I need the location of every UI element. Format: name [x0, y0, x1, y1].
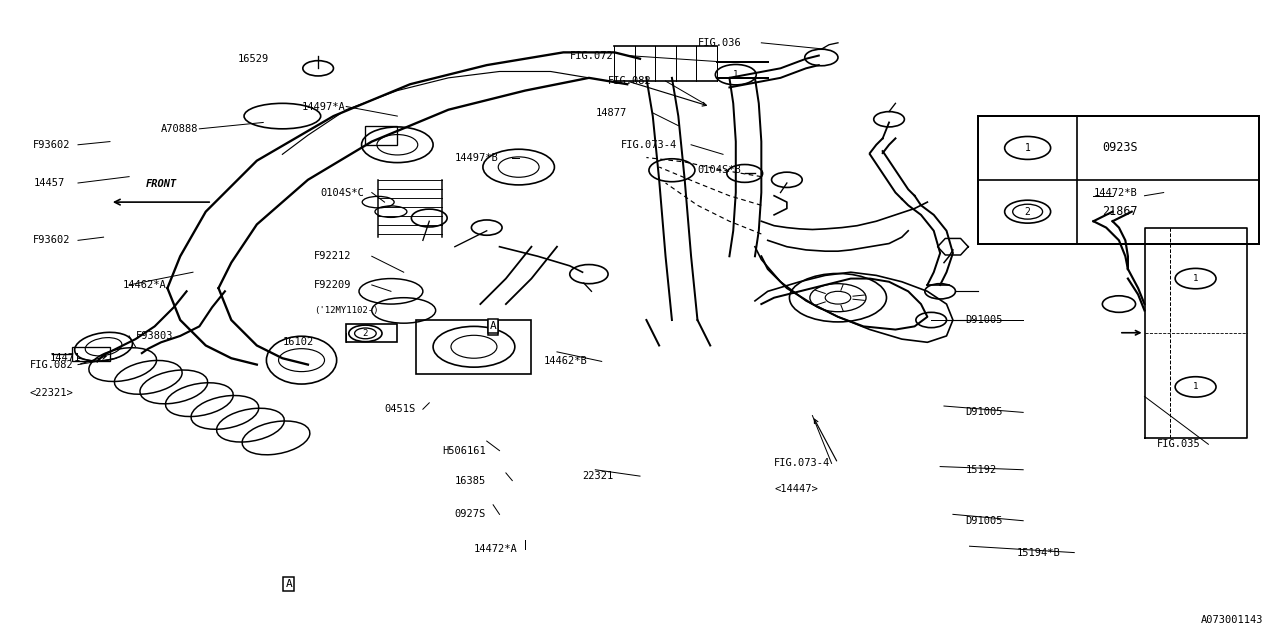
Text: 16385: 16385: [454, 476, 486, 486]
Text: <22321>: <22321>: [29, 388, 73, 398]
Text: 14462*B: 14462*B: [544, 356, 588, 367]
Text: FIG.082: FIG.082: [608, 76, 652, 86]
Text: ('12MY1102-): ('12MY1102-): [315, 306, 379, 315]
Bar: [978, 116, 1260, 244]
Text: A: A: [490, 321, 497, 332]
Text: 14472*A: 14472*A: [474, 545, 517, 554]
Bar: [416, 320, 531, 374]
Text: 14472*B: 14472*B: [1093, 188, 1137, 198]
Text: FIG.073-4: FIG.073-4: [621, 140, 677, 150]
Text: 2: 2: [1025, 207, 1030, 217]
Text: 14471: 14471: [50, 353, 81, 364]
Text: D91005: D91005: [965, 408, 1004, 417]
Text: 21867: 21867: [1102, 205, 1138, 218]
Text: A073001143: A073001143: [1201, 614, 1263, 625]
Text: 22321: 22321: [582, 471, 614, 481]
Text: F92209: F92209: [315, 280, 352, 290]
Bar: [365, 125, 397, 145]
Text: FIG.082: FIG.082: [29, 360, 73, 370]
Text: 14497*B: 14497*B: [454, 152, 498, 163]
Text: F93803: F93803: [136, 331, 173, 341]
Text: D91005: D91005: [965, 315, 1004, 325]
Text: 1: 1: [1193, 383, 1198, 392]
Text: 0451S: 0451S: [384, 404, 416, 414]
Text: 15192: 15192: [965, 465, 997, 475]
Text: FIG.073-4: FIG.073-4: [774, 458, 831, 468]
Text: FIG.035: FIG.035: [1157, 439, 1201, 449]
Text: 14462*A: 14462*A: [123, 280, 166, 290]
Text: FIG.036: FIG.036: [698, 38, 741, 48]
Text: 14497*A: 14497*A: [302, 102, 346, 111]
Text: 16529: 16529: [238, 54, 269, 64]
Text: F92212: F92212: [315, 252, 352, 261]
Text: D91005: D91005: [965, 516, 1004, 525]
Text: F93602: F93602: [33, 236, 70, 245]
Text: 0104S*B: 0104S*B: [698, 165, 741, 175]
Text: 2: 2: [362, 329, 369, 338]
Text: A70888: A70888: [161, 124, 198, 134]
Text: A: A: [490, 323, 497, 333]
Text: F93602: F93602: [33, 140, 70, 150]
Text: H506161: H506161: [442, 445, 486, 456]
Text: 0923S: 0923S: [1102, 141, 1138, 154]
Text: <14447>: <14447>: [774, 484, 818, 494]
Text: 1: 1: [1193, 274, 1198, 283]
Text: FIG.072: FIG.072: [570, 51, 613, 61]
Text: 0927S: 0927S: [454, 509, 486, 519]
Bar: [346, 324, 397, 342]
Text: 1: 1: [733, 70, 739, 79]
Text: A: A: [285, 579, 292, 589]
Text: 0104S*C: 0104S*C: [321, 188, 365, 198]
Text: 15194*B: 15194*B: [1016, 548, 1061, 557]
Bar: [72, 348, 110, 362]
Text: FRONT: FRONT: [146, 179, 177, 189]
Text: 1: 1: [1025, 143, 1030, 153]
Text: 14457: 14457: [33, 178, 64, 188]
Text: 16102: 16102: [283, 337, 314, 348]
Text: 14877: 14877: [595, 108, 626, 118]
